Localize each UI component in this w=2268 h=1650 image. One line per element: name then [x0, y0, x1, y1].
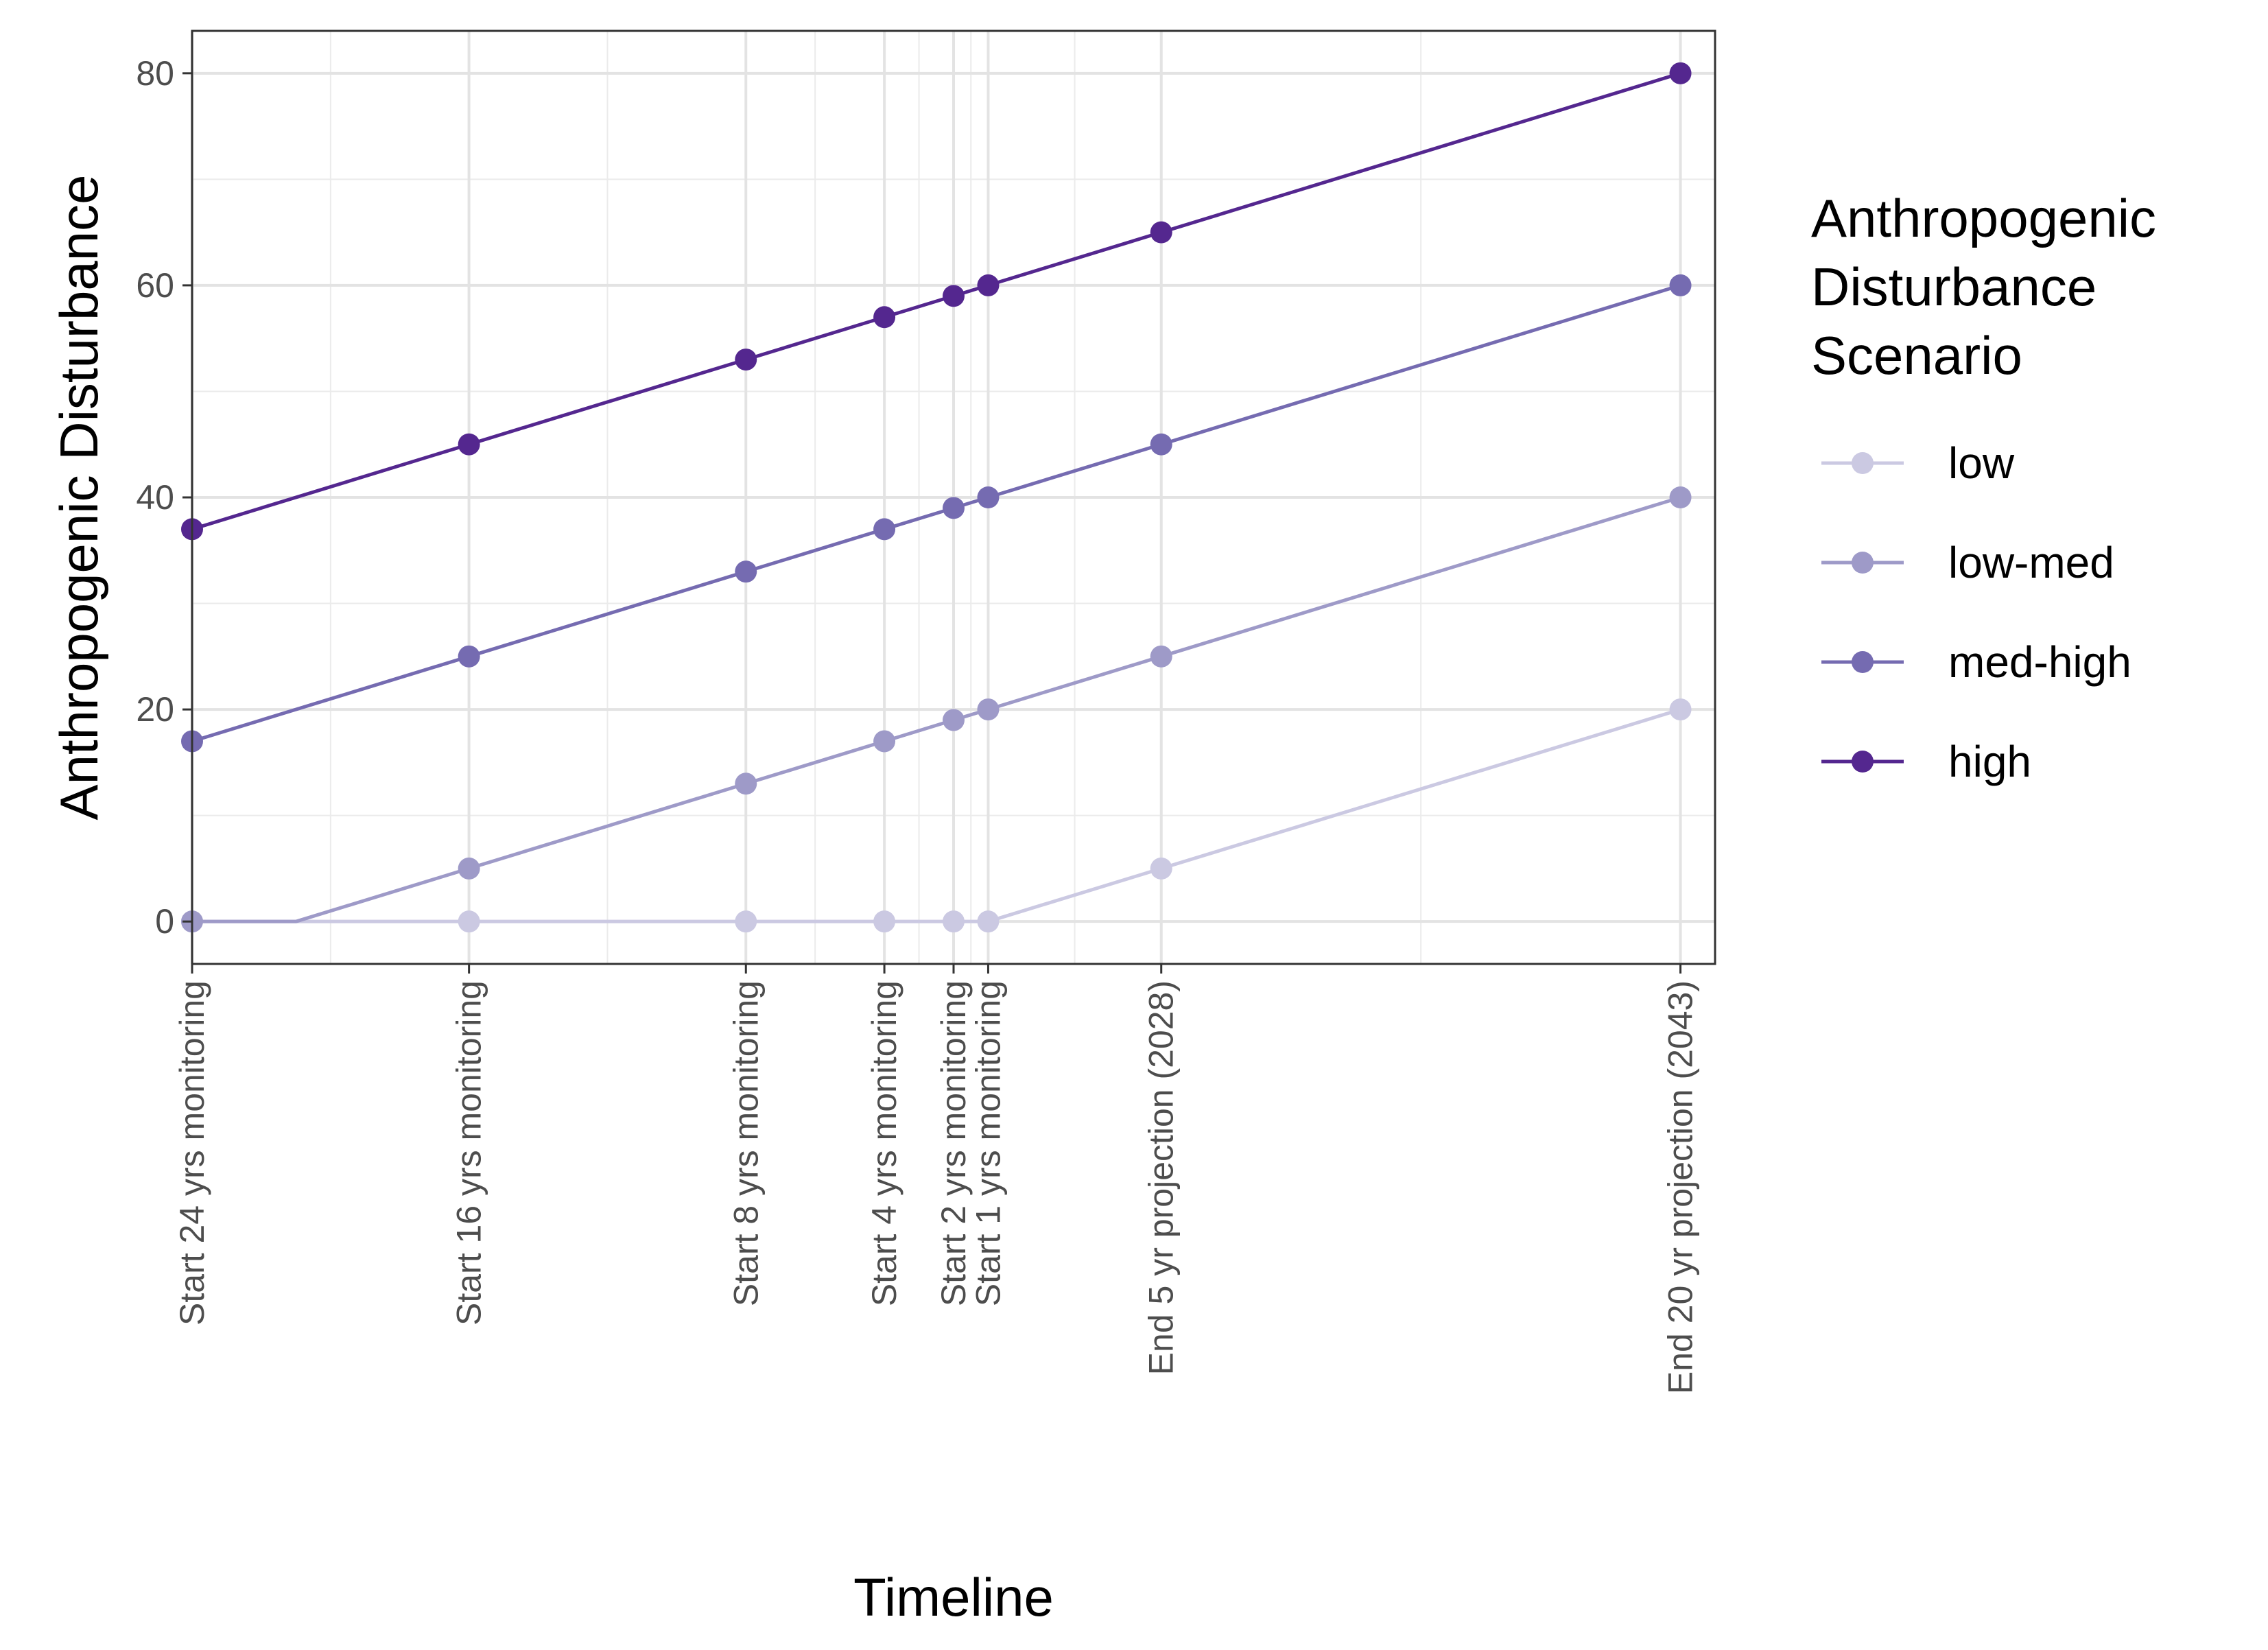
series-line-med-high — [191, 283, 1681, 743]
data-point-low — [943, 910, 965, 933]
series-line-low — [192, 707, 1681, 923]
legend-label-high: high — [1948, 737, 2031, 786]
data-point-low-med — [1669, 486, 1692, 508]
legend: Anthropogenic Disturbance Scenario low low-m… — [1811, 188, 2156, 786]
data-point-med-high — [458, 645, 480, 668]
legend-label-low: low — [1948, 438, 2015, 488]
data-point-med-high — [977, 486, 1000, 508]
data-point-med-high — [735, 561, 757, 583]
legend-key-point-low-med — [1852, 552, 1874, 574]
y-tick-label: 40 — [136, 478, 174, 517]
legend-key-point-med-high — [1852, 651, 1874, 673]
x-tick-label: Start 16 yrs monitoring — [450, 980, 488, 1325]
series-layer — [181, 62, 1692, 933]
data-point-low — [873, 910, 896, 933]
legend-title-line: Anthropogenic — [1811, 188, 2156, 248]
series-line-high — [191, 71, 1681, 531]
y-tick-label: 60 — [136, 266, 174, 305]
data-point-med-high — [1669, 274, 1692, 296]
data-point-low — [458, 910, 480, 933]
legend-key-point-low — [1852, 452, 1874, 474]
y-axis-title: Anthropogenic Disturbance — [49, 175, 109, 821]
x-axis-title: Timeline — [853, 1567, 1054, 1627]
legend-title-line: Disturbance — [1811, 257, 2096, 317]
data-point-low — [735, 910, 757, 933]
x-tick-label: Start 24 yrs monitoring — [173, 980, 211, 1325]
y-tick-label: 80 — [136, 54, 174, 93]
legend-label-low-med: low-med — [1948, 538, 2114, 587]
data-point-high — [873, 306, 896, 329]
data-point-low-med — [873, 730, 896, 753]
data-point-low-med — [1150, 645, 1172, 668]
y-tick-label: 20 — [136, 690, 174, 729]
data-point-low — [1669, 698, 1692, 721]
x-tick-label: Start 4 yrs monitoring — [865, 980, 903, 1306]
data-point-high — [458, 433, 480, 456]
data-point-low-med — [943, 709, 965, 731]
data-point-low-med — [458, 857, 480, 880]
data-point-low-med — [977, 698, 1000, 721]
x-tick-label: Start 1 yrs monitoring — [969, 980, 1007, 1306]
data-point-low — [977, 910, 1000, 933]
data-point-high — [735, 349, 757, 371]
data-point-med-high — [1150, 433, 1172, 456]
legend-key-point-high — [1852, 751, 1874, 773]
x-tick-label: Start 8 yrs monitoring — [727, 980, 765, 1306]
data-point-med-high — [943, 497, 965, 519]
y-tick-label: 0 — [155, 902, 174, 941]
data-point-high — [1150, 221, 1172, 244]
axes: 0 20 40 60 80 Start 24 yrs monitoring Start 16… — [136, 54, 1699, 1394]
legend-title: Anthropogenic Disturbance Scenario — [1811, 188, 2156, 386]
x-tick-label: Start 2 yrs monitoring — [934, 980, 973, 1306]
data-point-med-high — [873, 518, 896, 541]
data-point-low-med — [735, 773, 757, 795]
legend-title-line: Scenario — [1811, 325, 2022, 386]
data-point-low — [1150, 857, 1172, 880]
data-point-high — [943, 285, 965, 307]
x-tick-label: End 20 yr projection (2043) — [1662, 980, 1700, 1394]
data-point-high — [1669, 62, 1692, 84]
legend-label-med-high: med-high — [1948, 637, 2131, 687]
data-point-high — [977, 274, 1000, 296]
x-tick-label: End 5 yr projection (2028) — [1142, 980, 1181, 1375]
